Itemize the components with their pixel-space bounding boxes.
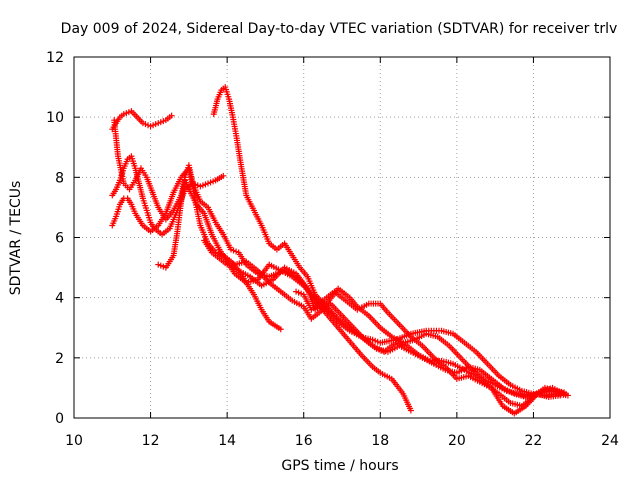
series-track-3 [109,165,284,333]
data-point [220,172,227,179]
data-point [168,112,175,119]
data-point [560,390,567,397]
y-tick-label: 10 [46,110,64,126]
y-tick-label: 6 [55,231,64,247]
y-tick-label: 2 [55,351,64,367]
y-tick-label: 8 [55,170,64,186]
data-layer [109,84,571,417]
series-track-5 [155,177,571,399]
x-tick-label: 24 [601,433,619,449]
y-tick-label: 4 [55,291,64,307]
series-track-1 [109,108,175,133]
data-point [557,389,564,396]
series-track-4 [111,117,414,414]
y-axis-label: SDTVAR / TECUs [8,181,24,296]
x-tick-label: 22 [525,433,543,449]
data-point [407,407,414,414]
x-tick-label: 18 [371,433,389,449]
data-point [562,390,569,397]
plot-frame [73,56,611,419]
grid-layer [74,57,610,418]
x-tick-label: 10 [65,433,83,449]
data-point [277,326,284,333]
y-tick-label: 12 [46,50,64,66]
x-tick-label: 14 [218,433,236,449]
x-tick-label: 16 [295,433,313,449]
x-tick-label: 12 [142,433,160,449]
series-track-6 [210,84,568,409]
y-tick-label: 0 [55,411,64,427]
chart-title: Day 009 of 2024, Sidereal Day-to-day VTE… [61,21,618,37]
x-tick-label: 20 [448,433,466,449]
x-axis-label: GPS time / hours [281,458,398,474]
series-track-9 [293,288,569,417]
series-track-8 [216,249,564,400]
